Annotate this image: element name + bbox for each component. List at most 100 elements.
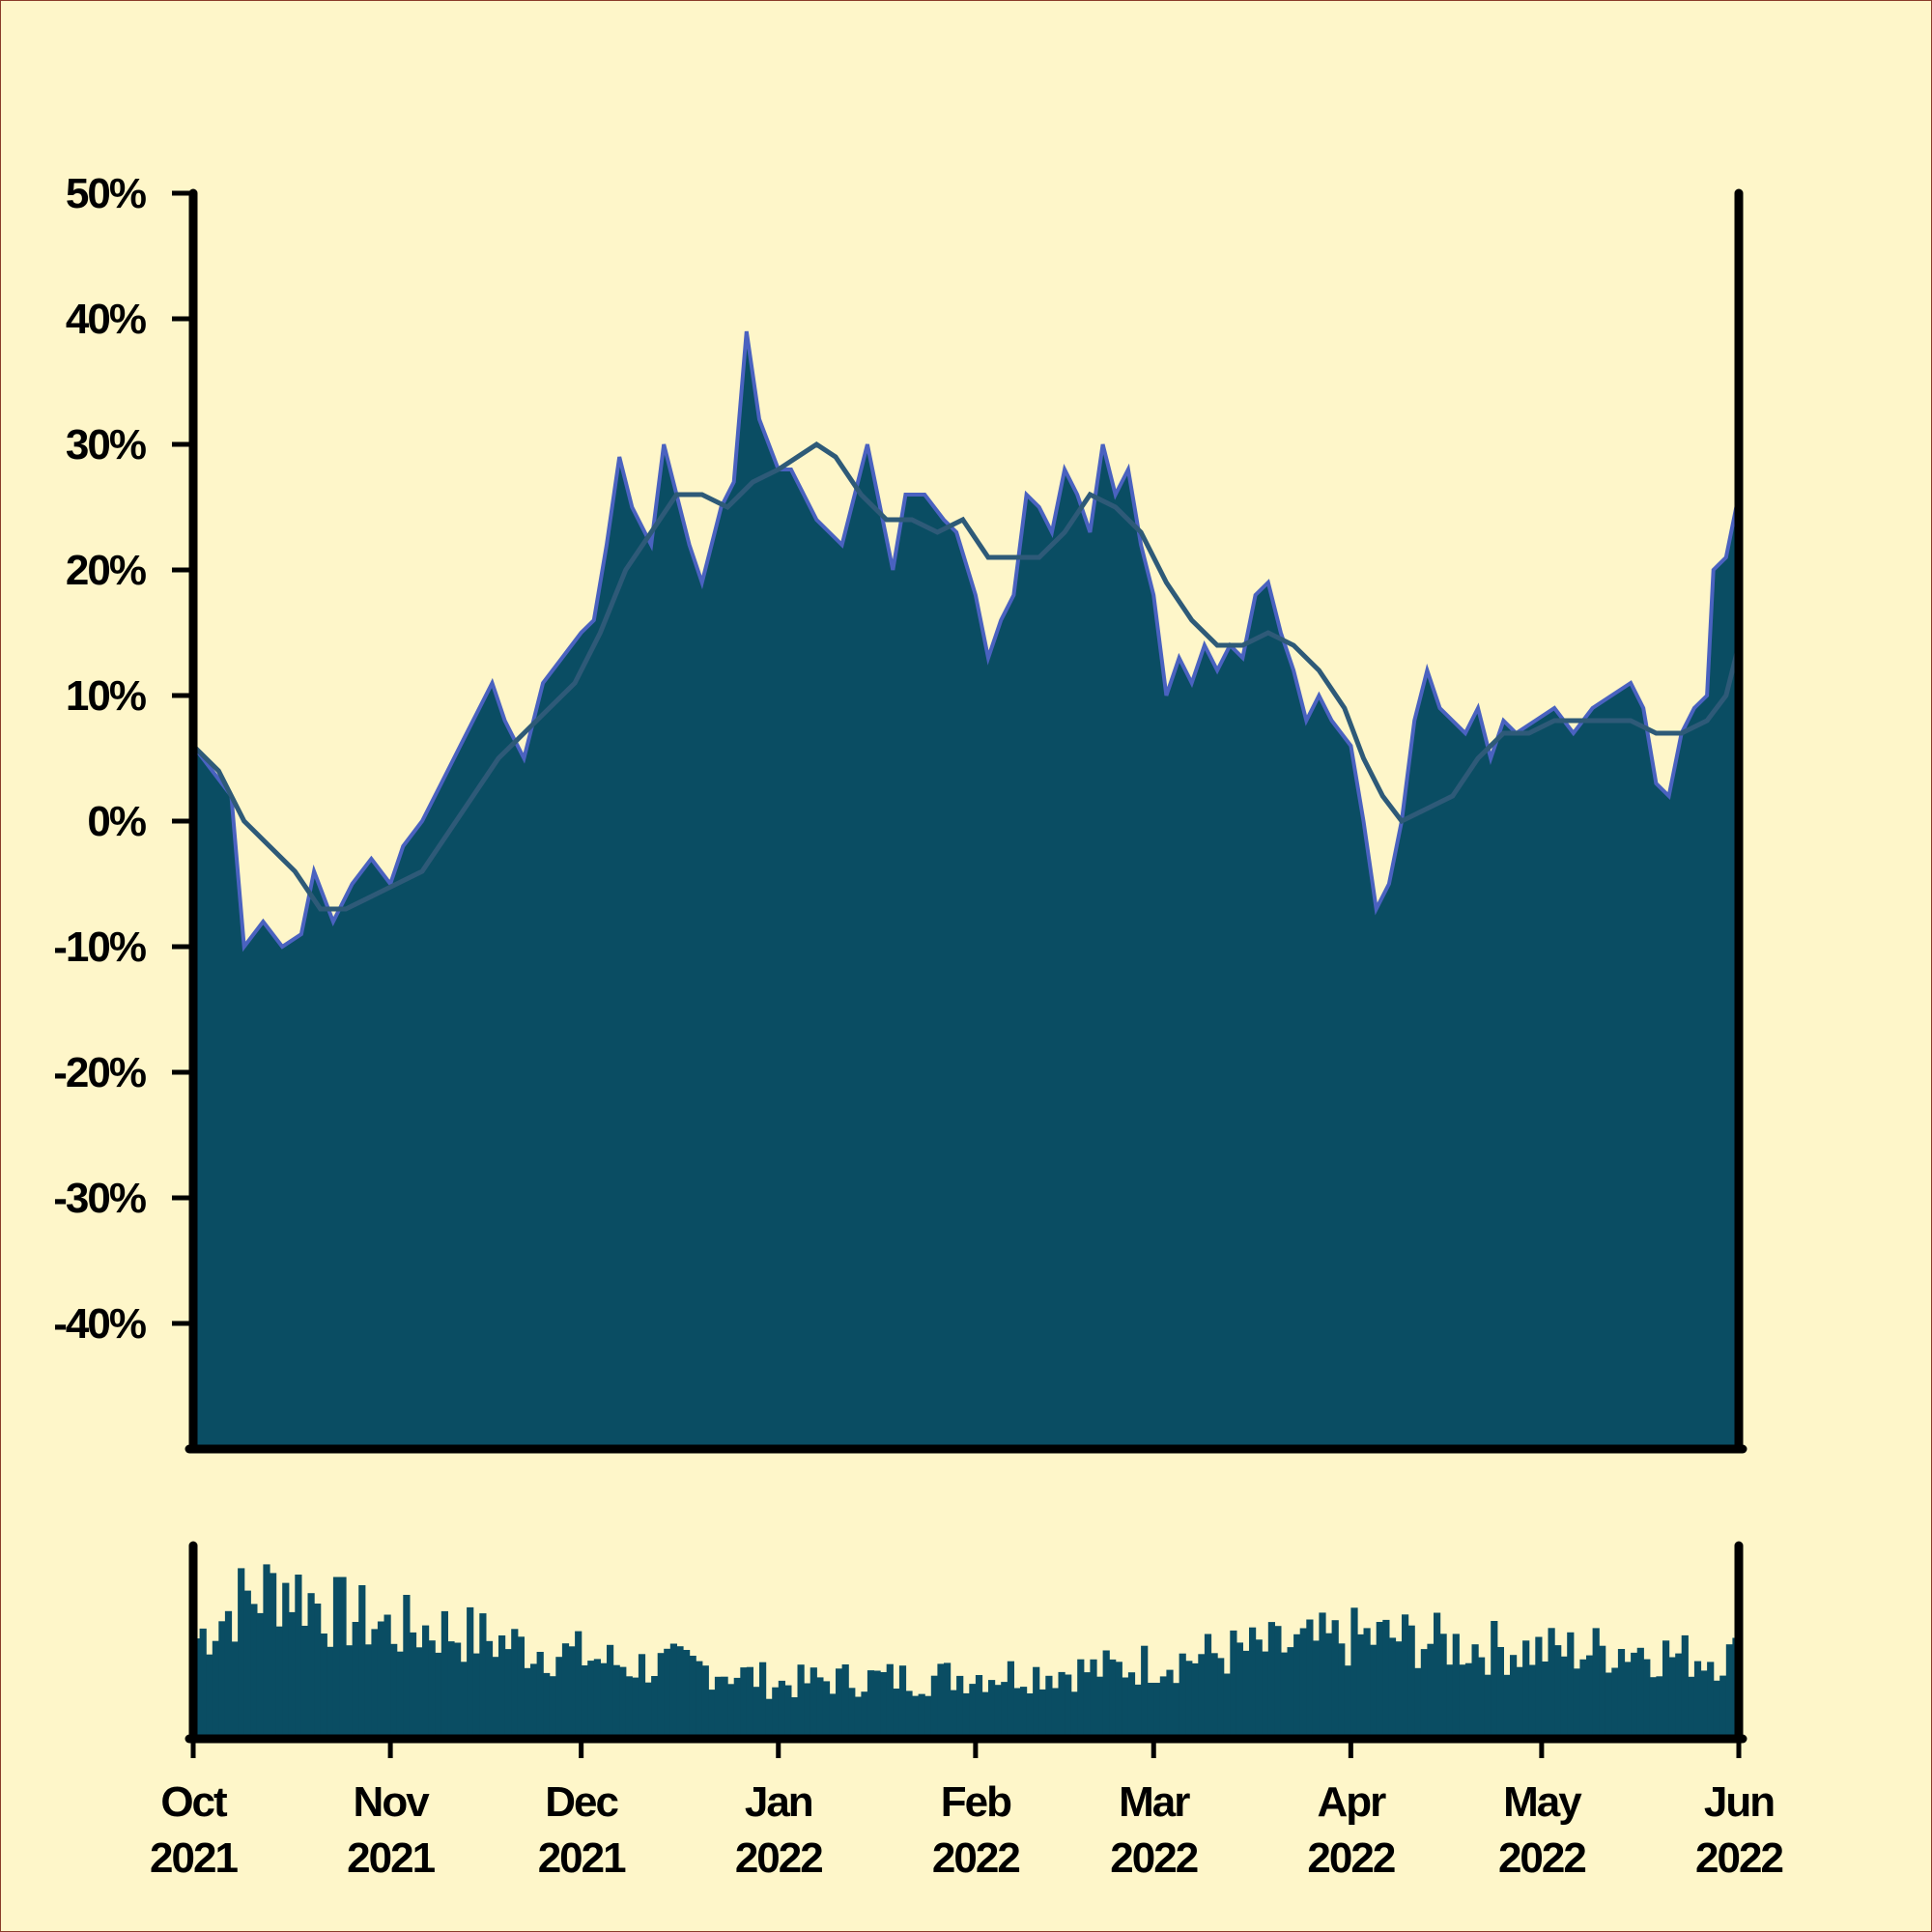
volume-bar [918,1693,925,1739]
volume-bar [969,1684,977,1739]
y-tick-label: 0% [87,798,145,845]
volume-bar [238,1568,245,1739]
volume-bar [1185,1661,1193,1739]
volume-bar [1033,1666,1040,1739]
volume-bar [199,1628,207,1739]
volume-bar [415,1647,423,1739]
volume-bar [263,1564,270,1739]
volume-bar [371,1629,379,1739]
volume-bar [1592,1628,1600,1739]
volume-bar [1141,1645,1149,1739]
x-axis-ticks: Oct 2021 Nov 2021 Dec 2021 Jan 2022 Feb 2022 Mar 20… [150,1739,1784,1882]
volume-bar [1631,1652,1638,1739]
volume-bar [1312,1640,1320,1739]
volume-bar [988,1680,996,1739]
volume-bar [854,1696,862,1739]
volume-bar [440,1610,448,1739]
volume-bar [536,1652,544,1739]
volume-bar [1210,1653,1218,1739]
volume-bar [1020,1687,1028,1739]
volume-bar [632,1677,639,1739]
volume-bar [1058,1671,1065,1739]
volume-bar [1725,1644,1733,1739]
volume-bar [962,1692,970,1739]
volume-bar [1522,1640,1530,1739]
x-tick-month: Oct [160,1778,228,1826]
volume-bar [1173,1683,1180,1739]
volume-bar [1573,1668,1580,1739]
volume-bar [1331,1620,1339,1739]
volume-bar [1267,1622,1275,1739]
volume-bar [1599,1645,1606,1739]
volume-bar [1459,1664,1466,1739]
volume-bar [1649,1677,1657,1739]
volume-bar [676,1646,684,1739]
volume-bar [224,1610,233,1739]
volume-bar [1153,1683,1161,1739]
volume-bar [1719,1675,1727,1739]
volume-bar [275,1626,283,1739]
volume-bar [600,1662,608,1739]
x-tick-year: 2021 [347,1834,435,1882]
volume-bar [1051,1688,1060,1739]
volume-bar [880,1672,888,1739]
volume-bar [1223,1673,1231,1739]
volume-bar [893,1689,900,1739]
volume-bar [447,1641,455,1739]
volume-bar [485,1640,494,1739]
volume-bar [454,1642,462,1739]
volume-bar [1707,1662,1715,1739]
volume-bar [295,1575,302,1739]
volume-bar [327,1646,334,1739]
volume-bar [1217,1658,1225,1739]
volume-bar [784,1685,792,1739]
volume-bar [530,1663,538,1739]
volume-bar [1280,1652,1289,1739]
volume-bar [467,1606,474,1739]
volume-bar [836,1668,843,1739]
volume-bar [1395,1641,1403,1739]
volume-bar [1656,1676,1663,1739]
volume-bar [981,1691,989,1739]
volume-bar [1115,1662,1122,1739]
volume-bar [1026,1693,1034,1739]
volume-bar [1579,1659,1587,1739]
x-tick-year: 2021 [538,1834,626,1882]
area-series [193,331,1739,1449]
volume-bar [384,1614,391,1739]
volume-bar [1516,1666,1523,1739]
volume-bar [829,1693,837,1739]
volume-bar [1636,1647,1644,1739]
x-tick-month: Jun [1704,1778,1774,1826]
volume-bar [422,1625,430,1739]
volume-bar [1350,1607,1358,1739]
volume-bar [657,1653,665,1739]
volume-bar [1681,1634,1689,1739]
volume-bar [607,1644,614,1739]
x-tick-year: 2022 [932,1834,1019,1882]
volume-bar [1554,1645,1562,1739]
volume-bar [1299,1628,1307,1739]
volume-bar [1356,1634,1365,1739]
volume-bar [300,1626,309,1739]
volume-bar [377,1621,385,1739]
volume-bar [543,1672,551,1739]
volume-bar [778,1680,785,1739]
area-edge-line [191,330,1741,952]
volume-bar [1166,1669,1174,1739]
y-tick-label: 50% [66,170,146,217]
x-tick-month: Feb [941,1778,1011,1826]
volume-bar [1230,1630,1237,1739]
volume-bar [746,1666,753,1739]
volume-bar [1471,1644,1479,1739]
volume-bar [1293,1634,1301,1739]
volume-bar [1402,1614,1409,1739]
volume-bar [1007,1661,1014,1739]
volume-bar [944,1662,952,1739]
volume-bar [212,1640,219,1739]
volume-bar [1147,1683,1154,1739]
volume-bar [1484,1674,1492,1739]
volume-bar [511,1629,519,1739]
volume-bar [498,1635,506,1739]
